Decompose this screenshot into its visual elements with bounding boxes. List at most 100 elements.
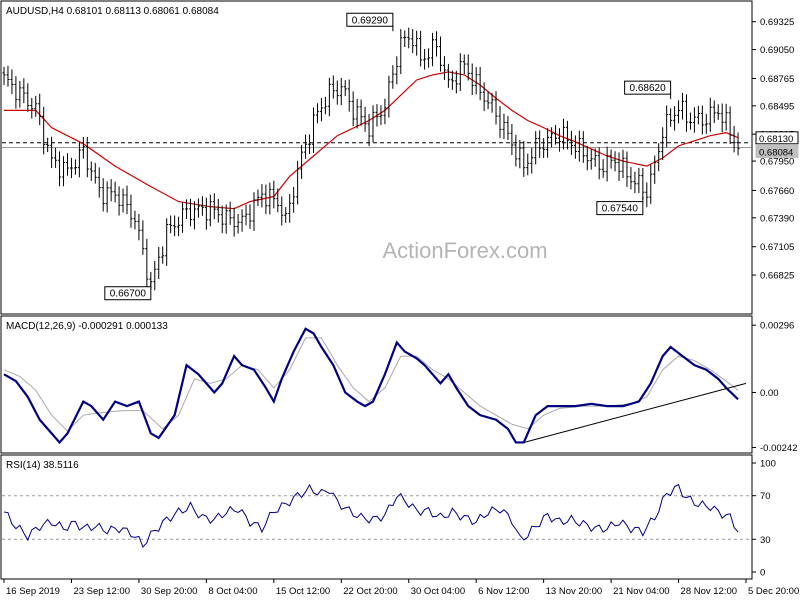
ohlc-bar [450, 70, 454, 90]
ohlc-bar [379, 105, 383, 125]
ohlc-bar [81, 136, 85, 159]
ohlc-bar [677, 100, 681, 124]
ohlc-bar [339, 77, 343, 106]
ohlc-bar [550, 127, 554, 148]
ohlc-bar [589, 149, 593, 170]
ohlc-bar [482, 82, 486, 111]
ohlc-bar [415, 30, 419, 56]
price-y-tick-label: 0.67660 [760, 186, 794, 197]
ohlc-bar [526, 153, 530, 176]
ohlc-bar [435, 31, 439, 57]
ohlc-bar [288, 194, 292, 223]
ohlc-bar [347, 79, 351, 112]
ohlc-bar [153, 261, 157, 291]
ohlc-bar [54, 147, 58, 168]
signal-line [3, 337, 739, 432]
ohlc-bar [343, 80, 347, 97]
annotation-label: 0.66700 [110, 289, 147, 300]
price-y-tick-label: 0.69325 [760, 17, 794, 28]
ohlc-bar [530, 147, 534, 174]
ohlc-bar [498, 106, 502, 139]
ohlc-bar [73, 159, 77, 175]
ohlc-bar [38, 93, 42, 126]
price-y-tick-label: 0.69050 [760, 45, 794, 56]
ohlc-bar [609, 149, 613, 169]
ohlc-bar [363, 106, 367, 132]
ohlc-bar [518, 139, 522, 169]
macd-y-tick-label: 0.00 [760, 388, 779, 399]
ohlc-bar [335, 80, 339, 105]
ohlc-bar [276, 188, 280, 213]
ohlc-bar [546, 128, 550, 158]
annotation-label: 0.67540 [602, 204, 639, 215]
ohlc-bar [141, 220, 145, 255]
ohlc-bar [470, 63, 474, 95]
price-y-tick-label: 0.68765 [760, 74, 794, 85]
ohlc-bar [669, 108, 673, 127]
price-panel-header: AUDUSD,H4 0.68101 0.68113 0.68061 0.6808… [6, 6, 219, 17]
ohlc-bar [403, 30, 407, 48]
ohlc-bar [716, 104, 720, 120]
ohlc-bar [534, 131, 538, 165]
ohlc-bar [157, 246, 161, 280]
price-y-axis: 0.693250.690500.687650.684950.682150.679… [752, 17, 799, 282]
ohlc-bar [371, 105, 375, 143]
ohlc-bar [69, 157, 73, 179]
rsi-panel-header: RSI(14) 38.5116 [6, 460, 79, 471]
ohlc-bar [514, 134, 518, 167]
price-y-tick-label: 0.68495 [760, 101, 794, 112]
price-y-tick-label: 0.67390 [760, 213, 794, 224]
ohlc-bar [224, 204, 228, 234]
price-level-label: 0.68084 [759, 147, 793, 158]
ohlc-bar [145, 238, 149, 290]
rsi-panel-frame [0, 454, 753, 580]
price-y-tick-label: 0.66825 [760, 271, 794, 282]
ohlc-bar [605, 146, 609, 182]
ohlc-bar [601, 159, 605, 178]
rsi-y-tick-label: 0 [760, 568, 765, 579]
macd-panel-frame [0, 315, 753, 454]
ohlc-bar [554, 124, 558, 145]
rsi-panel: RSI(14) 38.5116 100 70 30 0 [0, 454, 776, 580]
ohlc-bar [260, 184, 264, 208]
ohlc-bar [625, 151, 629, 187]
ohlc-bar [474, 67, 478, 95]
ohlc-bar [244, 204, 248, 226]
ohlc-bar [105, 181, 109, 213]
ohlc-bar [10, 69, 14, 95]
price-panel-frame [0, 0, 753, 315]
ohlc-bar [593, 148, 597, 167]
x-tick-label: 30 Sep 20:00 [141, 586, 198, 597]
ohlc-bar [645, 182, 649, 208]
ohlc-bar [236, 213, 240, 234]
ohlc-bar [712, 100, 716, 123]
ohlc-bar [296, 160, 300, 205]
ohlc-bar [268, 182, 272, 215]
ohlc-bar [284, 207, 288, 223]
ohlc-bar [613, 151, 617, 172]
ohlc-bar [204, 197, 208, 230]
ohlc-bar [407, 27, 411, 49]
rsi-y-axis: 100 70 30 0 [752, 459, 776, 579]
ohlc-bar [117, 186, 121, 216]
ohlc-bar [46, 137, 50, 153]
ohlc-bar [490, 93, 494, 113]
ohlc-bar [34, 95, 38, 117]
ohlc-bar [637, 167, 641, 194]
ohlc-bar [454, 70, 458, 94]
ohlc-bar [446, 63, 450, 88]
ohlc-bar [391, 65, 395, 89]
ohlc-bar [58, 151, 62, 187]
ohlc-bar [653, 155, 657, 184]
ohlc-bar [438, 36, 442, 72]
x-tick-label: 5 Dec 20:00 [748, 586, 799, 597]
rsi-line-group [2, 483, 751, 548]
macd-panel: MACD(12,26,9) -0.000291 0.000133 0.00296… [0, 315, 798, 454]
ohlc-bar [280, 196, 284, 226]
ohlc-bar [411, 28, 415, 54]
ohlc-bar [200, 196, 204, 216]
ohlc-bar [272, 180, 276, 209]
x-tick-label: 16 Sep 2019 [6, 586, 60, 597]
ohlc-bar [720, 103, 724, 133]
